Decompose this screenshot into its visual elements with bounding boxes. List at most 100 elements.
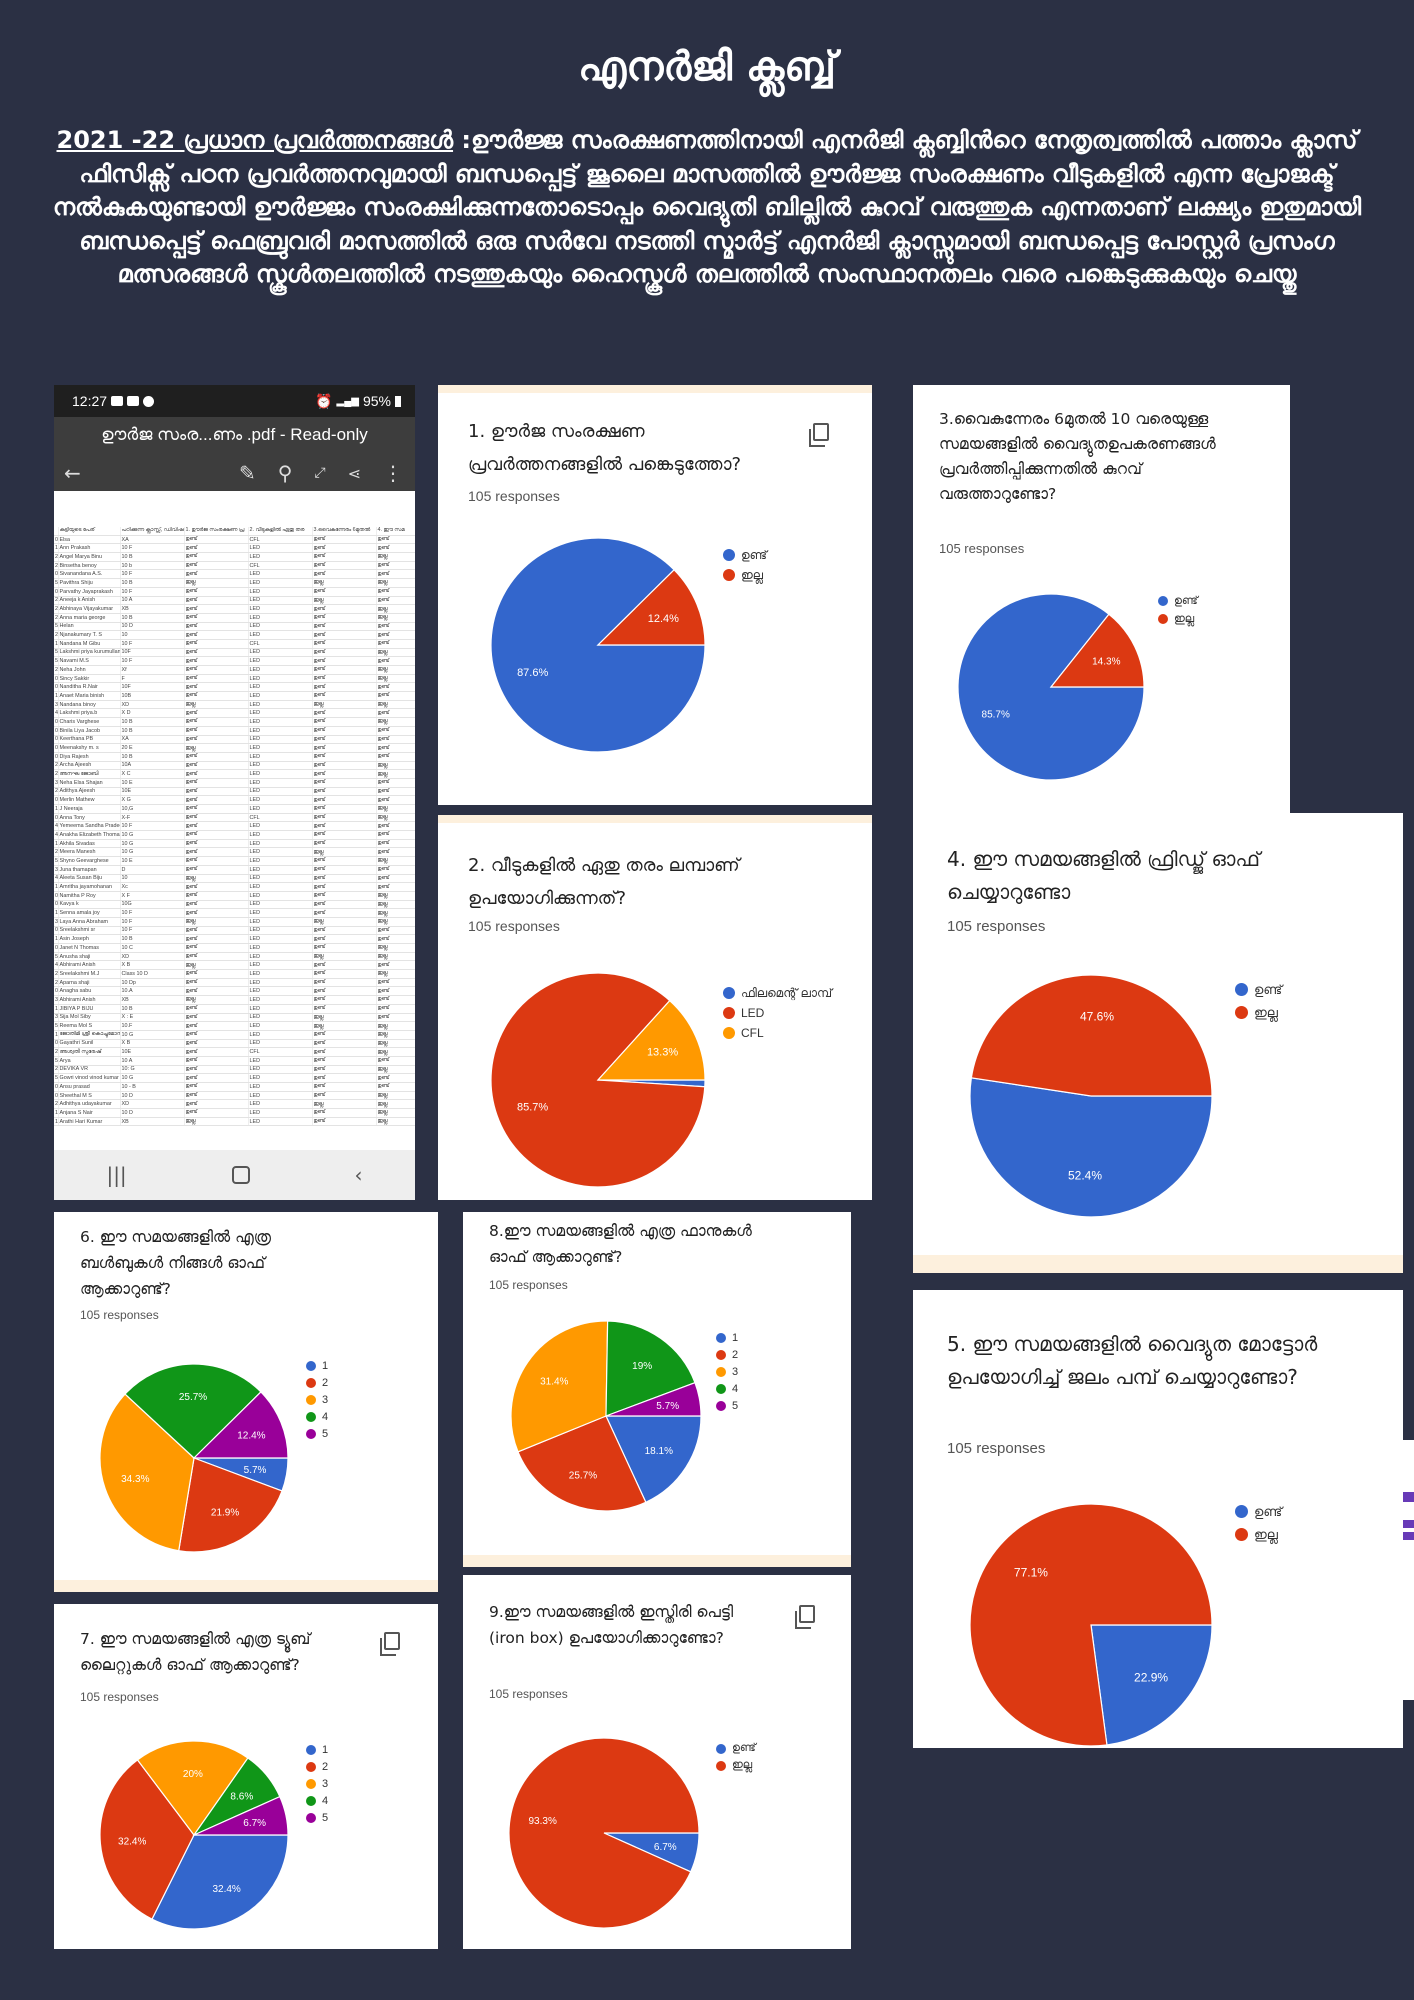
copy-chart-icon[interactable] (795, 1605, 815, 1629)
back-icon[interactable]: ‹ (354, 1163, 363, 1187)
pie-slice-5[interactable] (192, 1391, 289, 1459)
pie-slice-5[interactable] (193, 1795, 289, 1836)
legend-item[interactable]: 1 (716, 1329, 738, 1346)
table-cell: ഉണ്ട് (312, 856, 377, 866)
legend-item[interactable]: ഉണ്ട് (723, 545, 767, 565)
pie-slice-2[interactable] (517, 1415, 647, 1512)
table-cell: ഉണ്ട് (184, 900, 249, 910)
legend-swatch-icon (306, 1795, 316, 1806)
table-cell: X B (120, 1039, 185, 1049)
table-cell: ഇല്ല (376, 813, 415, 823)
chart-legend: ഉണ്ട് ഇല്ല (716, 1740, 756, 1774)
pie-slice-ഇല്ല[interactable] (508, 1737, 700, 1929)
table-cell: LED (248, 761, 313, 771)
back-arrow-icon[interactable]: ← (64, 461, 81, 485)
table-cell: XA (120, 535, 185, 545)
table-cell: ഉണ്ട് (376, 986, 415, 997)
pie-slice-ഇല്ല[interactable] (1049, 613, 1145, 688)
legend-item[interactable]: 1 (306, 1741, 328, 1758)
clock: 12:27 (72, 393, 108, 409)
legend-item[interactable]: ഇല്ല (1235, 1001, 1282, 1024)
table-cell: 13 (54, 908, 59, 918)
table-cell: ഉണ്ട് (312, 543, 377, 554)
legend-item[interactable]: LED (723, 1003, 832, 1023)
table-cell: Ansu prasad (58, 1082, 121, 1092)
legend-item[interactable]: ഇല്ല (723, 565, 767, 585)
home-icon[interactable] (231, 1166, 250, 1184)
pie-slice-ഉണ്ട്[interactable] (1090, 1624, 1213, 1746)
copy-chart-icon[interactable] (380, 1632, 400, 1656)
legend-item[interactable]: 3 (306, 1391, 328, 1408)
pie-slice-CFL[interactable] (596, 999, 706, 1081)
legend-item[interactable]: 3 (716, 1363, 738, 1380)
pie-slice-4[interactable] (124, 1363, 262, 1459)
share-icon[interactable]: ⋖ (347, 463, 361, 483)
table-cell: Anakha Elizabeth Thomas (58, 830, 121, 840)
pie-slice-ഇല്ല[interactable] (970, 974, 1213, 1097)
slice-data-label: 8.6% (230, 1791, 253, 1802)
pie-slice-3[interactable] (510, 1320, 609, 1453)
legend-item[interactable]: 4 (306, 1408, 328, 1425)
table-cell: LED (248, 665, 313, 675)
table-cell: ഉണ്ട് (376, 682, 415, 693)
legend-swatch-icon (306, 1411, 316, 1422)
table-cell: 21 (54, 1065, 59, 1075)
pie-slice-1[interactable] (605, 1415, 702, 1504)
pie-slice-3[interactable] (136, 1740, 249, 1837)
pie-chart: 22.9% 77.1% (969, 1503, 1213, 1747)
search-icon[interactable]: ⚲ (277, 461, 293, 485)
legend-item[interactable]: ഉണ്ട് (716, 1740, 756, 1757)
legend-item[interactable]: ഫിലമെന്റ് ലാമ്പ് (723, 983, 832, 1003)
legend-label: 2 (322, 1760, 329, 1773)
pdf-spreadsheet[interactable]: കുട്ടിയുടെ പേര് പഠിക്കുന്ന ക്ലാസ്സ്, ഡിവി… (54, 491, 415, 1135)
pie-slice-ഇല്ല[interactable] (969, 1503, 1213, 1747)
legend-label: 5 (322, 1427, 329, 1440)
table-cell: 03 (54, 752, 59, 762)
pie-slice-4[interactable] (605, 1320, 696, 1417)
table-cell: ഉണ്ട് (312, 926, 377, 936)
legend-item[interactable]: 2 (306, 1374, 328, 1391)
legend-item[interactable]: 2 (716, 1346, 738, 1363)
recent-apps-icon[interactable]: ||| (106, 1163, 127, 1187)
table-cell: Adithya Ajeesh (58, 787, 121, 797)
pie-slice-ഉണ്ട്[interactable] (969, 1077, 1213, 1218)
pie-slice-1[interactable] (151, 1834, 289, 1930)
slice-data-label: 13.3% (647, 1046, 678, 1058)
table-cell: LED (248, 752, 313, 762)
table-cell: ഉണ്ട് (312, 639, 377, 649)
legend-item[interactable]: 4 (306, 1792, 328, 1809)
legend-item[interactable]: 5 (306, 1809, 328, 1826)
legend-item[interactable]: ഉണ്ട് (1158, 592, 1198, 610)
legend-item[interactable]: 2 (306, 1758, 328, 1775)
legend-item[interactable]: CFL (723, 1023, 832, 1043)
pie-slice-ഇല്ല[interactable] (596, 568, 706, 646)
table-cell: Njanakumary T. S (58, 630, 121, 640)
pie-slice-2[interactable] (178, 1457, 283, 1553)
phone-screenshot: 12:27 ⏰ ▂▄▆ 95% ഊർജ സംര...ണം .pdf - Read… (54, 385, 415, 1200)
fullscreen-icon[interactable]: ⤢ (314, 465, 326, 481)
table-cell: ഇല്ല (376, 1091, 415, 1101)
pie-slice-3[interactable] (99, 1393, 195, 1552)
pie-slice-5[interactable] (605, 1381, 702, 1417)
table-cell: Amritha jayamohanan (58, 882, 121, 892)
legend-item[interactable]: 1 (306, 1357, 328, 1374)
table-cell: ഉണ്ട് (184, 648, 249, 658)
table-cell: ഉണ്ട് (312, 648, 377, 658)
more-options-icon[interactable]: ⋮ (383, 461, 403, 485)
legend-item[interactable]: ഉണ്ട് (1235, 1500, 1282, 1523)
legend-item[interactable]: ഇല്ല (716, 1757, 756, 1774)
copy-chart-icon[interactable] (809, 423, 829, 447)
legend-item[interactable]: 3 (306, 1775, 328, 1792)
legend-item[interactable]: ഉണ്ട് (1235, 978, 1282, 1001)
edit-icon[interactable]: ✎ (238, 461, 256, 485)
legend-item[interactable]: ഇല്ല (1235, 1523, 1282, 1546)
legend-item[interactable]: ഇല്ല (1158, 610, 1198, 628)
legend-item[interactable]: 5 (716, 1397, 738, 1414)
legend-item[interactable]: 4 (716, 1380, 738, 1397)
legend-item[interactable]: 5 (306, 1425, 328, 1442)
pie-slice-2[interactable] (99, 1759, 195, 1920)
legend-swatch-icon (306, 1428, 316, 1439)
